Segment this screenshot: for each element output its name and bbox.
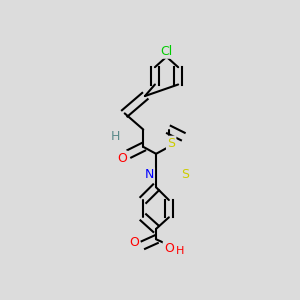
Text: S: S: [167, 137, 175, 150]
Text: H: H: [111, 130, 120, 143]
Text: S: S: [181, 168, 189, 181]
Text: H: H: [176, 246, 185, 256]
Text: O: O: [117, 152, 127, 165]
Text: Cl: Cl: [160, 44, 173, 58]
Text: N: N: [144, 168, 154, 181]
Text: O: O: [129, 236, 139, 249]
Text: O: O: [164, 242, 174, 255]
